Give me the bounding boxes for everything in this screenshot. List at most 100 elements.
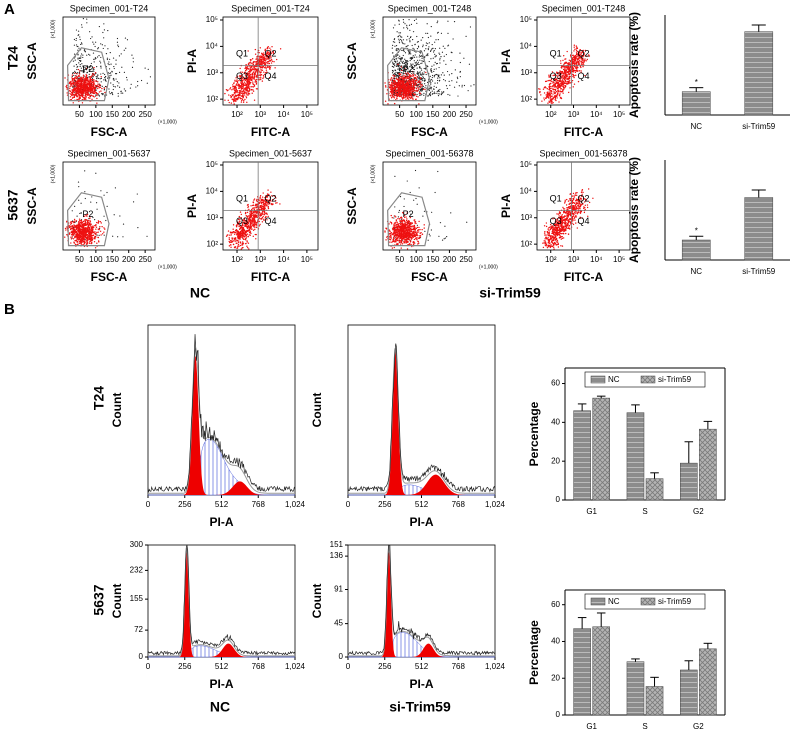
event-dot [97,48,99,50]
event-dot [393,82,396,85]
event-dot [560,97,563,100]
event-dot [86,87,89,90]
x-axis-label: FITC-A [564,125,604,139]
event-dot [449,94,451,96]
event-dot [420,62,422,65]
event-dot [90,201,92,203]
event-dot [430,58,432,60]
event-dot [405,87,408,89]
event-dot [88,70,90,72]
event-dot [246,86,248,89]
event-dot [72,238,75,240]
event-dot [71,78,74,81]
event-dot [397,63,399,66]
event-dot [419,92,422,95]
event-dot [77,227,80,229]
event-dot [410,96,413,99]
event-dot [545,96,548,98]
event-dot [408,19,410,21]
event-dot [100,90,102,92]
y-axis-label: SSC-A [345,42,359,80]
event-dot [384,85,387,87]
event-dot [412,56,414,58]
event-dot [107,29,109,32]
event-dot [404,61,406,64]
event-dot [74,70,76,72]
event-dot [96,66,98,68]
event-dot [240,71,242,73]
event-dot [235,77,237,79]
x-multiplier: (×1,000) [479,119,498,125]
event-dot [403,49,405,51]
event-dot [424,68,427,70]
event-dot [100,75,102,78]
event-dot [416,35,418,38]
event-dot [79,77,81,79]
event-dot [438,80,440,82]
event-dot [96,231,98,234]
event-dot [426,65,428,67]
event-dot [81,24,83,26]
event-dot [75,85,78,87]
event-dot [414,91,416,94]
event-dot [96,221,98,224]
event-dot [245,95,247,97]
event-dot [79,229,82,231]
gate-label: Q1 [236,48,248,58]
event-dot [430,48,433,50]
event-dot [402,39,405,41]
event-dot [565,62,568,64]
event-dot [228,94,230,96]
event-dot [119,215,121,217]
event-dot [557,89,559,92]
event-dot [82,74,85,76]
event-dot [404,76,407,79]
event-dot [85,67,88,70]
event-dot [399,70,401,72]
event-dot [551,95,553,97]
event-dot [419,71,421,73]
event-dot [101,85,103,87]
event-dot [435,92,437,94]
event-dot [76,73,78,75]
event-dot [573,50,575,52]
event-dot [408,24,411,26]
event-dot [244,78,247,80]
gate-label: P2 [403,64,414,74]
event-dot [69,96,72,98]
event-dot [447,93,449,96]
event-dot [434,61,436,63]
event-dot [405,79,407,82]
event-dot [76,45,78,48]
event-dot [552,81,554,83]
event-dot [571,61,574,64]
event-dot [97,85,99,88]
event-dot [66,88,68,90]
event-dot [384,100,387,102]
event-dot [430,91,432,94]
event-dot [568,77,571,80]
event-dot [92,92,94,95]
event-dot [575,61,578,64]
event-dot [123,71,126,73]
event-dot [147,68,149,70]
event-dot [75,37,77,40]
event-dot [89,226,91,228]
event-dot [104,228,106,230]
event-dot [253,85,256,87]
event-dot [545,80,548,83]
event-dot [431,43,433,46]
significance-mark: * [695,78,698,87]
event-dot [438,52,440,54]
event-dot [242,83,244,86]
event-dot [443,78,445,81]
event-dot [79,92,81,94]
event-dot [248,62,251,64]
event-dot [252,62,255,64]
event-dot [75,79,77,82]
event-dot [395,91,397,94]
event-dot [75,80,77,83]
event-dot [415,51,417,53]
event-dot [69,89,71,92]
event-dot [400,87,403,89]
